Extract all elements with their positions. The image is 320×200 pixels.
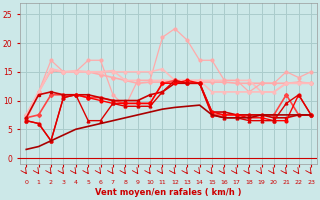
X-axis label: Vent moyen/en rafales ( km/h ): Vent moyen/en rafales ( km/h ) [95,188,242,197]
